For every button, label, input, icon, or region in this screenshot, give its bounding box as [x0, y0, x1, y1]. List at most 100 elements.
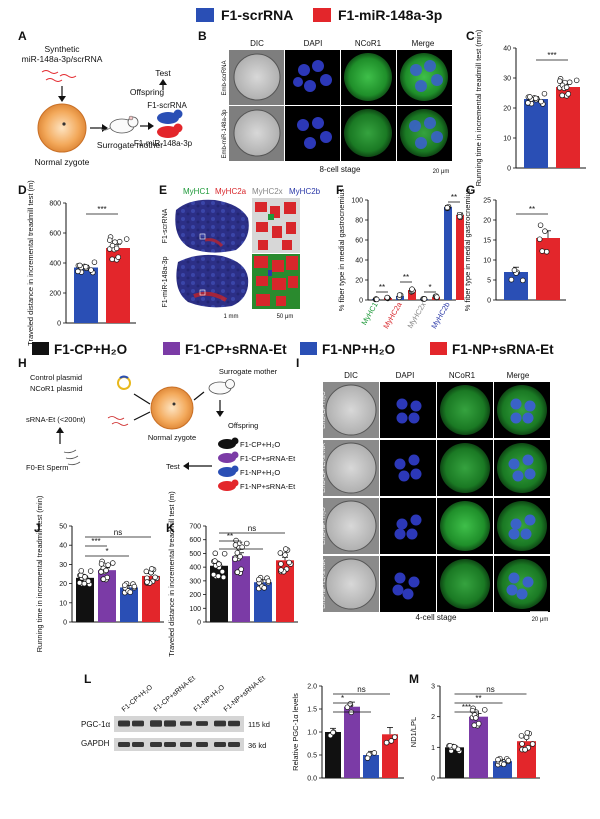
i-merge-nucleus	[510, 518, 522, 530]
bar	[344, 706, 360, 778]
data-point	[77, 262, 83, 269]
bar	[98, 570, 116, 622]
sig-label: **	[379, 283, 385, 292]
y-tick-label: 50	[59, 524, 67, 531]
y-tick-label: 15	[483, 238, 491, 245]
blot-band-pgc	[214, 720, 226, 727]
y-tick-label: 100	[351, 198, 363, 205]
panel-letter-h: H	[18, 356, 27, 370]
blot-band-gapdh	[164, 742, 176, 747]
i-col-label: NCoR1	[449, 371, 476, 380]
data-point	[107, 237, 113, 243]
i-dapi-nucleus	[396, 518, 408, 530]
data-point	[475, 720, 482, 727]
y-tick-label: 30	[59, 562, 67, 569]
i-dapi-nucleus	[394, 458, 406, 470]
y-tick-label: 300	[189, 578, 201, 585]
panel-l-blot: F1-CP+H₂O F1-CP+sRNA-Et F1-NP+H₂O F1-NP+…	[81, 675, 270, 751]
sig-label: *	[105, 547, 108, 556]
legend-mid-label: F1-CP+sRNA-Et	[185, 342, 287, 357]
data-point	[87, 568, 94, 574]
y-tick-label: 0	[507, 166, 511, 173]
data-point	[543, 249, 550, 255]
panel-h: Control plasmid NCoR1 plasmid sRNA-Et (<…	[26, 367, 296, 491]
data-point	[473, 715, 479, 721]
b-row-label-2: Emb-miR-148a-3p	[222, 109, 228, 159]
h-group-3: F1-NP+H₂O	[240, 468, 280, 477]
legend-mid-swatch	[430, 342, 447, 355]
legend-swatch-mir	[313, 8, 331, 22]
data-point	[539, 248, 545, 254]
i-merge-embryo	[497, 501, 547, 551]
y-tick-label: 5	[487, 278, 491, 285]
legend-mid-label: F1-NP+sRNA-Et	[452, 342, 554, 357]
blot-band-pgc	[164, 720, 176, 727]
blot-band-gapdh	[118, 742, 130, 747]
a-test: Test	[155, 68, 171, 78]
i-col-label: DAPI	[396, 371, 415, 380]
rna-squiggle	[41, 70, 77, 82]
y-tick-label: 0	[359, 298, 363, 305]
data-point	[282, 552, 288, 558]
data-point	[265, 578, 272, 584]
sig-label: *	[341, 694, 344, 703]
e-row-label-2: F1-miR-148a-3p	[162, 256, 169, 307]
panel-e: MyHC1 MyHC2a MyHC2x MyHC2b F1-scrRNA F1-…	[162, 187, 321, 320]
sig-label: **	[451, 193, 457, 202]
y-tick-label: 20	[483, 218, 491, 225]
i-dapi-nucleus	[410, 468, 422, 480]
data-point	[391, 734, 398, 740]
h-surrogate: Surrogate mother	[219, 367, 278, 376]
data-point	[388, 738, 395, 744]
data-point	[220, 574, 227, 581]
y-tick-label: 1.0	[307, 730, 317, 737]
data-point	[501, 761, 507, 768]
i-row-label: Emb-CP+Et-sRNA	[321, 443, 327, 493]
data-point	[278, 561, 284, 567]
panel-letter-d: D	[18, 183, 27, 197]
blot-band-gapdh	[180, 742, 192, 747]
y-tick-label: 800	[49, 201, 61, 208]
chart-j: 0 10 20 30 40 50 Running time in incremental t…	[35, 495, 164, 652]
l-band-gapdh: GAPDH	[81, 739, 110, 748]
b-scale: 20 μm	[433, 169, 450, 175]
data-point	[536, 236, 543, 242]
h-srna: sRNA-Et (<200nt)	[26, 415, 86, 424]
sig-label: **	[227, 532, 233, 541]
data-point	[505, 757, 512, 764]
panel-letter-l: L	[84, 672, 91, 686]
data-point	[522, 746, 528, 753]
plasmid-icon	[117, 376, 131, 390]
zygote-icon-h	[150, 386, 194, 430]
sig-label: *	[428, 283, 431, 292]
panel-letter-k: K	[166, 521, 175, 535]
data-point	[115, 254, 122, 260]
y-tick-label: 10	[59, 600, 67, 607]
data-point	[81, 580, 88, 587]
data-point	[131, 583, 138, 590]
y-tick-label: 500	[189, 551, 201, 558]
i-dapi-nucleus	[408, 454, 420, 466]
data-point	[563, 84, 570, 91]
blot-band-pgc	[118, 720, 130, 727]
i-ncor1-embryo	[440, 385, 490, 435]
chart-d: 0 200 400 600 800 Traveled distance in increm…	[26, 180, 136, 346]
i-dapi-bg	[380, 498, 436, 554]
panel-letter-b: B	[198, 29, 207, 43]
data-point	[527, 94, 533, 100]
chart-f: 0 20 40 60 80 100 % fiber type in medial gastr…	[337, 188, 464, 330]
data-point	[520, 277, 526, 284]
f-x-label: MyHC2x	[406, 300, 428, 330]
panel-letter-a: A	[18, 29, 27, 43]
i-dapi-nucleus	[396, 412, 408, 424]
chart-k: 0 100 200 300 400 500 600 700 Traveled distance …	[167, 491, 298, 657]
h-group-1: F1-CP+H₂O	[240, 440, 280, 449]
blot-band-pgc	[228, 720, 240, 727]
legend-mid: F1-CP+H₂O F1-CP+sRNA-Et F1-NP+H₂O F1-NP+sRN…	[32, 342, 554, 357]
l-kda-36: 36 kd	[248, 741, 266, 750]
e-h-myhc2a: MyHC2a	[215, 187, 247, 196]
data-point	[98, 561, 105, 567]
blot-band-pgc	[150, 720, 162, 727]
i-scale: 20 μm	[532, 617, 549, 623]
